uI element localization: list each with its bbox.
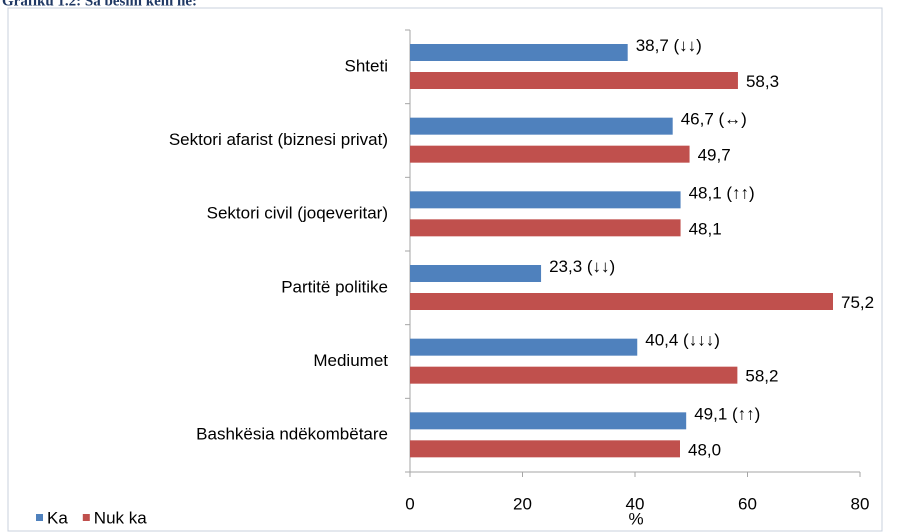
value-label: 58,3 (746, 72, 779, 91)
value-label: 49,7 (698, 146, 731, 165)
bar (410, 412, 687, 430)
chart-title: Grafiku 1.2: Sa besim keni në: (2, 0, 197, 9)
x-tick-label: 0 (405, 494, 414, 513)
bar (410, 219, 681, 237)
value-label: 58,2 (745, 367, 778, 386)
bar (410, 72, 738, 89)
value-label: 49,1 (↑↑) (694, 404, 760, 423)
value-label: 75,2 (841, 293, 874, 312)
value-label: 48,1 (689, 219, 722, 238)
bar (410, 338, 638, 356)
legend-swatch (36, 514, 43, 521)
bar (410, 44, 628, 61)
y-tick-label: Partitë politike (281, 277, 388, 296)
value-label: 48,0 (688, 440, 721, 459)
y-tick-label: Bashkësia ndëkombëtare (196, 425, 388, 444)
chart-frame (7, 7, 883, 532)
legend-label: Ka (47, 508, 68, 527)
bar (410, 366, 738, 384)
y-tick-label: Sektori afarist (biznesi privat) (169, 130, 388, 149)
y-tick-label: Mediumet (313, 351, 388, 370)
bar (410, 117, 673, 135)
value-label: 46,7 (↔) (681, 110, 747, 129)
bar (410, 265, 542, 282)
x-axis-label: % (628, 509, 643, 528)
value-label: 38,7 (↓↓) (636, 36, 702, 55)
value-label: 48,1 (↑↑) (689, 183, 755, 202)
legend-label: Nuk ka (94, 508, 147, 527)
y-tick-label: Sektori civil (joqeveritar) (207, 204, 388, 223)
x-tick-label: 20 (513, 494, 532, 513)
value-label: 40,4 (↓↓↓) (645, 331, 720, 350)
bar (410, 145, 690, 163)
bar (410, 191, 681, 209)
bar (410, 293, 833, 310)
x-tick-label: 80 (851, 494, 870, 513)
bar (410, 440, 680, 458)
x-tick-label: 40 (626, 494, 645, 513)
x-tick-label: 60 (738, 494, 757, 513)
legend-swatch (82, 514, 90, 521)
value-label: 23,3 (↓↓) (549, 257, 615, 276)
y-tick-label: Shteti (345, 56, 388, 75)
